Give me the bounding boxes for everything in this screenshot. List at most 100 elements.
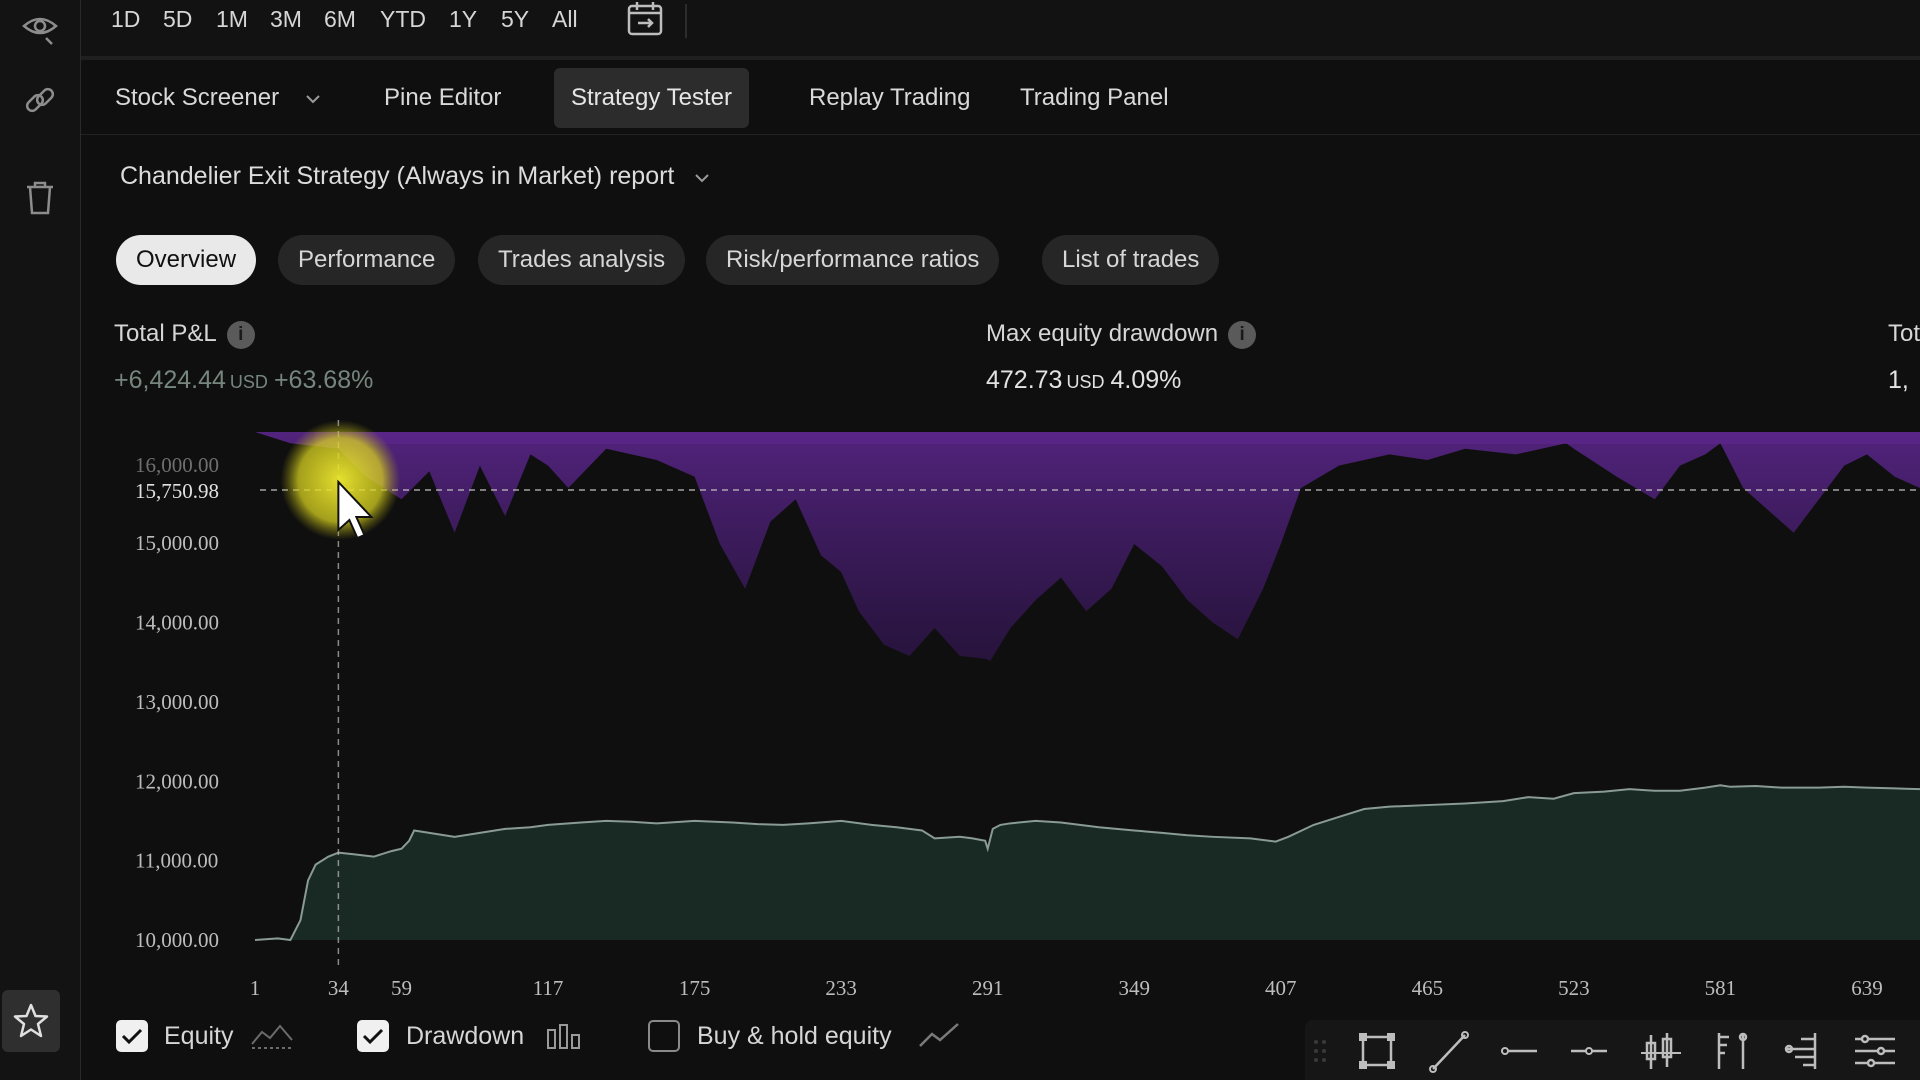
cursor-highlight — [280, 420, 401, 540]
range-5d-button[interactable]: 5D — [163, 6, 193, 32]
total-pnl-label: Total P&L i — [114, 320, 255, 349]
equity-series-line — [254, 784, 1920, 942]
y-tick-label: 16,000.00 — [135, 453, 219, 477]
y-tick-label: 10,000.00 — [135, 928, 219, 952]
subtab-list-of-trades[interactable]: List of trades — [1042, 235, 1220, 285]
strategy-report-dropdown[interactable]: Chandelier Exit Strategy (Always in Mark… — [120, 162, 711, 191]
drawdown-area-layer — [255, 432, 1920, 662]
range-3m-button[interactable]: 3M — [270, 6, 302, 32]
chevron-down-icon — [695, 174, 710, 183]
y-tick-label: 13,000.00 — [135, 690, 219, 714]
y-tick-label: 11,000.00 — [135, 849, 218, 873]
range-5y-button[interactable]: 5Y — [501, 6, 530, 32]
link-icon[interactable] — [18, 80, 62, 124]
range-ytd-button[interactable]: YTD — [380, 6, 426, 32]
mouse-pointer-icon — [337, 479, 374, 540]
metric-label-text: Max equity drawdown — [986, 320, 1219, 347]
buy-hold-checkbox[interactable] — [648, 1020, 680, 1052]
trend-line-tool-icon[interactable] — [1425, 1028, 1473, 1074]
time-range-bar: 1D 5D 1M 3M 6M YTD 1Y 5Y All — [81, 0, 1920, 60]
third-metric-value: 1, — [1888, 366, 1909, 394]
x-tick-label: 233 — [825, 976, 857, 1000]
range-1d-button[interactable]: 1D — [111, 6, 141, 32]
subtab-performance[interactable]: Performance — [278, 235, 456, 285]
pnl-amount: +6,424.44 — [114, 366, 226, 394]
y-tick-label: 15,000.00 — [135, 531, 219, 555]
drawdown-checkbox[interactable] — [357, 1020, 389, 1052]
info-icon[interactable]: i — [1228, 320, 1257, 349]
price-range-tool-icon[interactable] — [1707, 1028, 1755, 1074]
report-title: Chandelier Exit Strategy (Always in Mark… — [120, 162, 675, 190]
third-metric-label: Tot — [1888, 320, 1920, 347]
metric-label-text: Total P&L — [114, 320, 217, 347]
y-tick-label: 14,000.00 — [135, 611, 219, 635]
divider — [685, 4, 687, 38]
subtab-trades-analysis[interactable]: Trades analysis — [478, 235, 686, 285]
long-position-tool-icon[interactable] — [1637, 1028, 1685, 1074]
pnl-unit: USD — [229, 372, 268, 392]
x-tick-label: 581 — [1705, 976, 1737, 1000]
more-tools-icon[interactable] — [1851, 1028, 1899, 1074]
subtab-risk-performance-ratios[interactable]: Risk/performance ratios — [706, 235, 1000, 285]
x-tick-label: 175 — [679, 976, 711, 1000]
range-6m-button[interactable]: 6M — [324, 6, 356, 32]
drawing-toolbar — [1305, 1020, 1920, 1080]
x-tick-label: 59 — [391, 976, 412, 1000]
range-all-button[interactable]: All — [552, 6, 578, 32]
equity-legend-label[interactable]: Equity — [164, 1022, 234, 1050]
x-tick-label: 407 — [1265, 976, 1297, 1000]
x-tick-label: 34 — [328, 976, 350, 1000]
date-range-calendar-icon[interactable] — [626, 0, 666, 43]
line-chart-icon — [919, 1023, 959, 1047]
buy-hold-legend-label[interactable]: Buy & hold equity — [697, 1022, 892, 1050]
tab-pine-editor[interactable]: Pine Editor — [384, 84, 502, 111]
pnl-percent: +63.68% — [273, 366, 374, 394]
drawdown-unit: USD — [1066, 372, 1105, 392]
check-icon — [121, 1028, 143, 1045]
drawdown-legend-label[interactable]: Drawdown — [406, 1022, 525, 1050]
drawdown-amount: 472.73 — [986, 366, 1063, 394]
x-tick-label: 465 — [1412, 976, 1444, 1000]
info-icon[interactable]: i — [226, 320, 255, 349]
bottom-panel-tabs: Stock Screener Pine Editor Strategy Test… — [81, 60, 1920, 135]
check-icon — [362, 1028, 384, 1045]
equity-checkbox[interactable] — [116, 1020, 148, 1052]
tab-replay-trading[interactable]: Replay Trading — [809, 84, 971, 111]
x-tick-label: 1 — [250, 976, 261, 1000]
crosshair-price-label: 15,750.98 — [135, 479, 219, 503]
x-tick-label: 523 — [1558, 976, 1590, 1000]
drag-handle-icon[interactable] — [1305, 1028, 1335, 1074]
tab-trading-panel[interactable]: Trading Panel — [1020, 84, 1169, 111]
fib-tool-icon[interactable] — [1779, 1028, 1827, 1074]
rectangle-tool-icon[interactable] — [1353, 1028, 1401, 1074]
crosshair: 15,750.98 — [135, 420, 1920, 965]
x-tick-label: 117 — [533, 976, 564, 1000]
horizontal-ray-tool-icon[interactable] — [1565, 1028, 1613, 1074]
equity-series-area — [255, 785, 1920, 940]
y-tick-label: 12,000.00 — [135, 769, 219, 793]
drawdown-percent: 4.09% — [1110, 366, 1182, 394]
range-1y-button[interactable]: 1Y — [449, 6, 478, 32]
equity-drawdown-chart[interactable]: 16,000.00 15,000.00 14,000.00 13,000.00 12,0… — [0, 0, 1920, 1010]
chevron-down-icon — [306, 95, 320, 104]
x-axis: 1 34 59 117 175 233 291 349 407 465 523 581 639 — [250, 976, 1883, 1000]
tab-label: Stock Screener — [115, 84, 280, 111]
subtab-overview[interactable]: Overview — [116, 235, 257, 285]
y-axis: 16,000.00 15,000.00 14,000.00 13,000.00 12,0… — [135, 453, 219, 952]
area-line-icon — [251, 1024, 293, 1049]
range-1m-button[interactable]: 1M — [216, 6, 248, 32]
tab-strategy-tester[interactable]: Strategy Tester — [554, 68, 749, 128]
total-pnl-value: +6,424.44 USD +63.68% — [114, 366, 373, 395]
x-tick-label: 349 — [1118, 976, 1150, 1000]
eye-icon[interactable] — [18, 4, 62, 48]
max-drawdown-label: Max equity drawdown i — [986, 320, 1257, 349]
star-icon — [13, 1003, 49, 1038]
horizontal-line-tool-icon[interactable] — [1495, 1028, 1543, 1074]
favorites-star-button[interactable] — [2, 990, 60, 1052]
drawdown-series-area — [255, 432, 1920, 662]
trash-icon[interactable] — [18, 176, 62, 220]
x-tick-label: 639 — [1851, 976, 1883, 1000]
max-drawdown-value: 472.73 USD 4.09% — [986, 366, 1181, 395]
tab-stock-screener[interactable]: Stock Screener — [98, 68, 339, 128]
bar-chart-icon — [547, 1024, 580, 1049]
